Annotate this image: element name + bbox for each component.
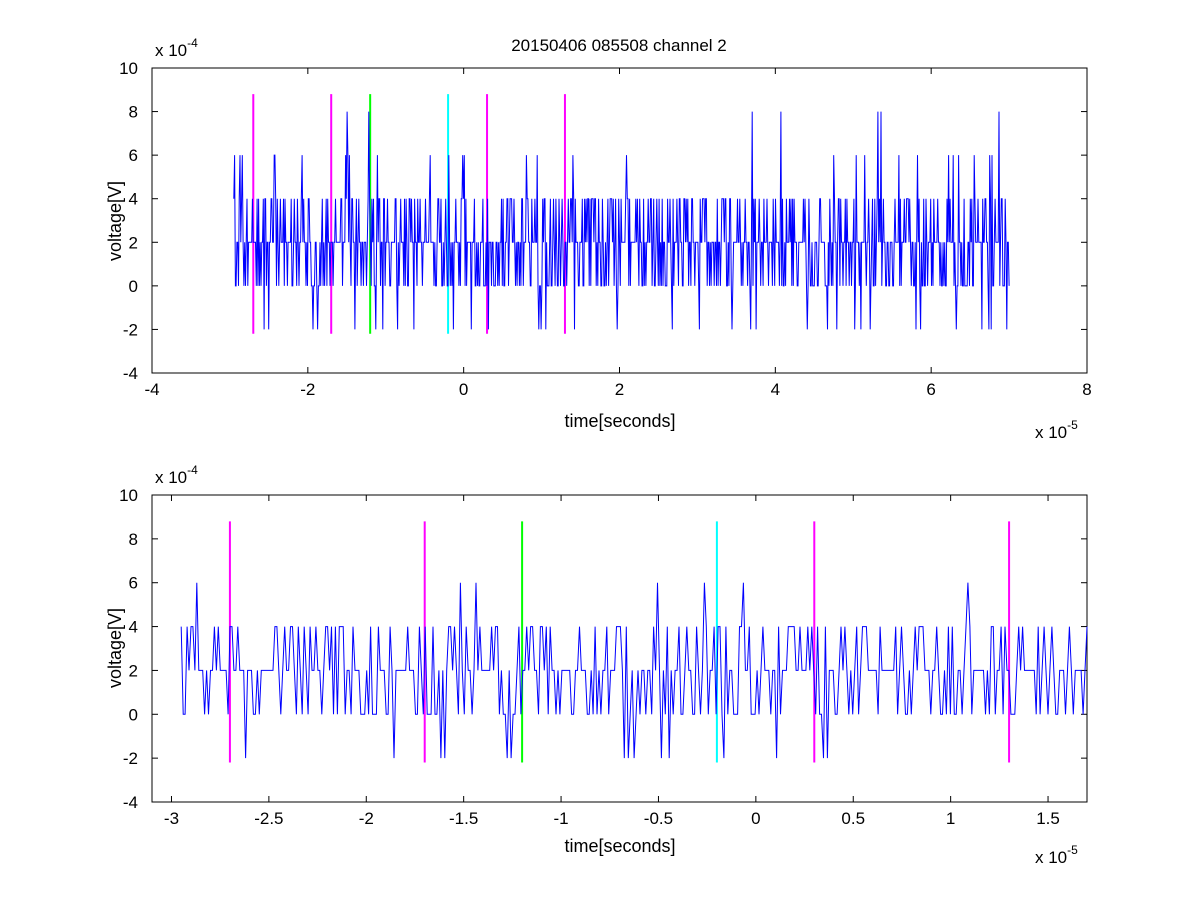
bottom-x-axis-label: time[seconds] bbox=[564, 836, 675, 856]
bottom-x-ticks: -3 -2.5 -2 -1.5 -1 -0.5 0 0.5 1 1.5 bbox=[164, 495, 1060, 828]
top-panel: -4 -2 0 2 4 6 8 -4 -2 0 2 4 6 8 10 time[seconds] volt… bbox=[105, 36, 1092, 442]
top-y-exponent-label: x 10-4 bbox=[155, 36, 198, 60]
figure-title: 20150406 085508 channel 2 bbox=[511, 36, 727, 55]
bottom-x-tick-label: -1 bbox=[554, 809, 569, 828]
bottom-x-exponent-power: -5 bbox=[1067, 843, 1078, 857]
bottom-y-tick-label: 6 bbox=[129, 574, 138, 593]
bottom-x-exponent-label: x 10-5 bbox=[1035, 843, 1078, 867]
top-x-tick-label: 8 bbox=[1082, 380, 1091, 399]
top-x-ticks: -4 -2 0 2 4 6 8 bbox=[144, 68, 1092, 399]
bottom-x-tick-label: 1.5 bbox=[1036, 809, 1060, 828]
top-x-exponent-label: x 10-5 bbox=[1035, 418, 1078, 442]
bottom-x-exponent-base: x 10 bbox=[1035, 848, 1067, 867]
top-y-tick-label: 4 bbox=[129, 190, 138, 209]
top-y-ticks: -4 -2 0 2 4 6 8 10 bbox=[119, 59, 1087, 383]
bottom-y-tick-label: 4 bbox=[129, 618, 138, 637]
top-y-tick-label: -4 bbox=[123, 364, 138, 383]
top-y-tick-label: 8 bbox=[129, 103, 138, 122]
bottom-y-exponent-power: -4 bbox=[187, 463, 198, 477]
bottom-y-tick-label: 8 bbox=[129, 530, 138, 549]
bottom-x-tick-label: -0.5 bbox=[644, 809, 673, 828]
top-voltage-trace bbox=[233, 111, 1010, 330]
top-x-tick-label: 0 bbox=[459, 380, 468, 399]
bottom-x-tick-label: 0 bbox=[751, 809, 760, 828]
bottom-y-tick-label: 0 bbox=[129, 705, 138, 724]
bottom-x-tick-label: -1.5 bbox=[449, 809, 478, 828]
top-y-exponent-power: -4 bbox=[187, 36, 198, 50]
top-x-tick-label: 2 bbox=[615, 380, 624, 399]
top-y-tick-label: 10 bbox=[119, 59, 138, 78]
bottom-y-axis-label: voltage[V] bbox=[105, 608, 125, 688]
bottom-y-exponent-base: x 10 bbox=[155, 468, 187, 487]
bottom-x-tick-label: 1 bbox=[946, 809, 955, 828]
bottom-x-tick-label: -2.5 bbox=[254, 809, 283, 828]
bottom-plot-frame bbox=[151, 494, 1088, 803]
bottom-y-tick-label: 2 bbox=[129, 661, 138, 680]
top-x-tick-label: 4 bbox=[771, 380, 780, 399]
top-y-axis-label: voltage[V] bbox=[105, 181, 125, 261]
top-x-tick-label: -2 bbox=[300, 380, 315, 399]
bottom-y-ticks: -4 -2 0 2 4 6 8 10 bbox=[119, 486, 1087, 812]
bottom-voltage-trace bbox=[180, 582, 1088, 759]
bottom-x-tick-label: 0.5 bbox=[841, 809, 865, 828]
bottom-y-tick-label: 10 bbox=[119, 486, 138, 505]
bottom-x-tick-label: -2 bbox=[359, 809, 374, 828]
top-y-tick-label: 0 bbox=[129, 277, 138, 296]
top-x-axis-label: time[seconds] bbox=[564, 411, 675, 431]
top-x-tick-label: -4 bbox=[144, 380, 159, 399]
top-y-tick-label: 2 bbox=[129, 233, 138, 252]
bottom-panel: -3 -2.5 -2 -1.5 -1 -0.5 0 0.5 1 1.5 -4 -2 0 2 4 6 8 10 t… bbox=[105, 463, 1088, 867]
top-y-tick-label: -2 bbox=[123, 320, 138, 339]
top-x-tick-label: 6 bbox=[926, 380, 935, 399]
top-y-exponent-base: x 10 bbox=[155, 41, 187, 60]
top-x-exponent-base: x 10 bbox=[1035, 423, 1067, 442]
bottom-y-exponent-label: x 10-4 bbox=[155, 463, 198, 487]
top-y-tick-label: 6 bbox=[129, 146, 138, 165]
bottom-y-tick-label: -2 bbox=[123, 749, 138, 768]
bottom-y-tick-label: -4 bbox=[123, 793, 138, 812]
top-x-exponent-power: -5 bbox=[1067, 418, 1078, 432]
bottom-x-tick-label: -3 bbox=[164, 809, 179, 828]
